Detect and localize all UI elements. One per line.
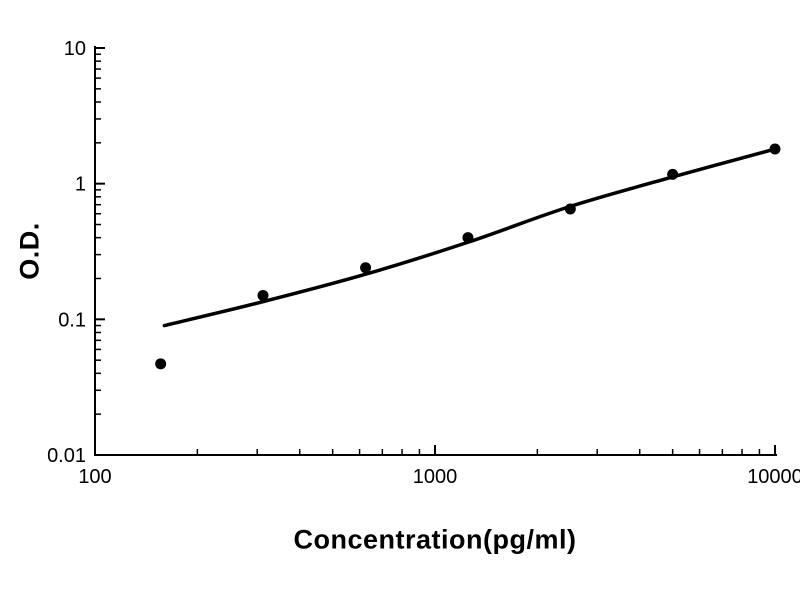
x-tick-label: 10000 (747, 466, 800, 488)
data-point (462, 232, 474, 244)
y-tick-label: 10 (64, 38, 86, 60)
data-point (257, 289, 269, 301)
data-point (155, 358, 167, 370)
data-point (564, 203, 576, 215)
data-point (769, 143, 781, 155)
x-tick-label: 1000 (413, 466, 458, 488)
x-axis-title: Concentration(pg/ml) (293, 524, 577, 555)
data-point (667, 168, 679, 180)
y-tick-label: 0.1 (58, 309, 86, 331)
y-tick-label: 1 (75, 174, 86, 196)
x-tick-label: 100 (78, 466, 111, 488)
y-tick-label: 0.01 (47, 445, 86, 467)
data-point (360, 262, 372, 274)
y-axis-title: O.D. (14, 222, 45, 280)
